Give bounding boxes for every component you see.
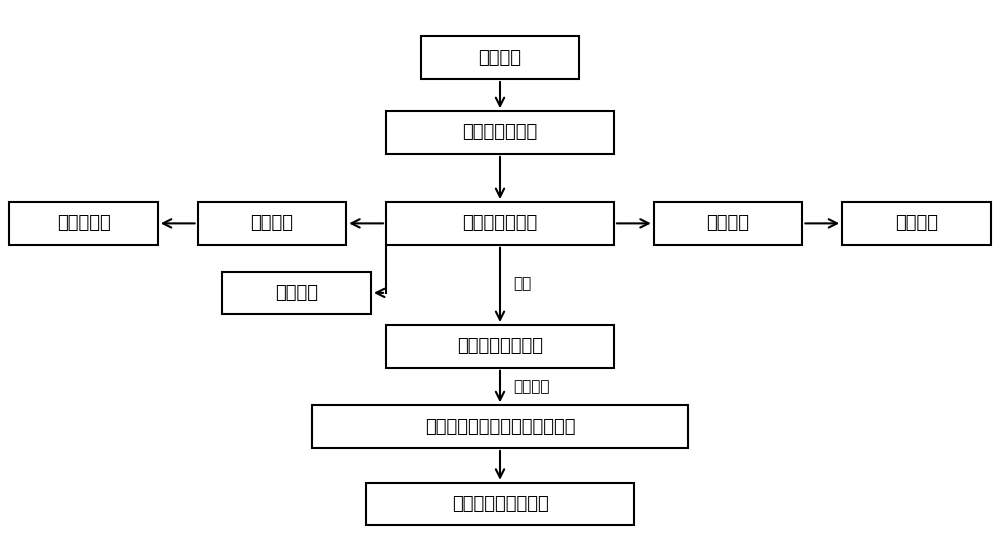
- Text: 雾化喷淋: 雾化喷淋: [895, 214, 938, 232]
- Text: 试剂瓶放置分光光度计进行测定: 试剂瓶放置分光光度计进行测定: [425, 418, 575, 435]
- Text: 湿度过低: 湿度过低: [707, 214, 750, 232]
- Text: 全屋放置多组试剂: 全屋放置多组试剂: [457, 337, 543, 355]
- Text: 试剂变色: 试剂变色: [513, 379, 549, 394]
- Bar: [9, 202, 158, 245]
- Bar: [654, 202, 802, 245]
- Bar: [222, 272, 371, 314]
- Bar: [386, 111, 614, 154]
- Text: 湿度过高: 湿度过高: [250, 214, 293, 232]
- Text: 关闭门窗: 关闭门窗: [479, 49, 522, 67]
- Text: 全屋温湿度调节: 全屋温湿度调节: [462, 214, 538, 232]
- Bar: [842, 202, 991, 245]
- Text: 合格: 合格: [513, 276, 531, 291]
- Text: 测定浓度并将其记录: 测定浓度并将其记录: [452, 495, 548, 513]
- Bar: [421, 36, 579, 79]
- Text: 石灰块吸湿: 石灰块吸湿: [57, 214, 110, 232]
- Text: 温度调节: 温度调节: [275, 284, 318, 302]
- Bar: [386, 325, 614, 368]
- Bar: [386, 202, 614, 245]
- Text: 全屋温湿度检测: 全屋温湿度检测: [462, 123, 538, 142]
- Bar: [366, 483, 634, 526]
- Bar: [198, 202, 346, 245]
- Bar: [312, 405, 688, 448]
